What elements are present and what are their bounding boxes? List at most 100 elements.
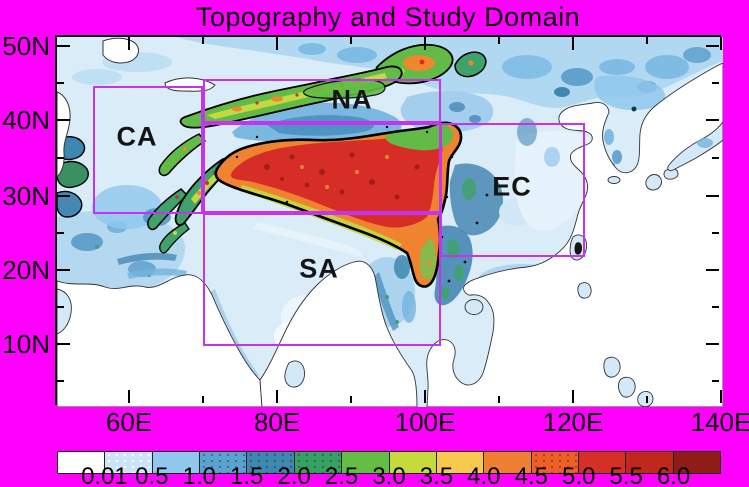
colorbar-label-1.5: 1.5	[230, 463, 264, 487]
y-minor-tick	[57, 380, 64, 382]
colorbar-label-3.5: 3.5	[419, 463, 454, 487]
x-minor-tick	[646, 396, 648, 403]
y-minor-tick	[57, 157, 64, 159]
x-major-tick	[720, 37, 722, 50]
domain-label-sa: SA	[299, 253, 339, 284]
colorbar-segment-14	[673, 452, 721, 473]
taiwan-mountains	[574, 242, 582, 255]
y-major-tick	[706, 195, 719, 197]
x-minor-tick	[646, 37, 648, 44]
oman-coast	[57, 288, 72, 335]
north-terrain	[72, 37, 723, 112]
colorbar-label-4.5: 4.5	[514, 463, 548, 487]
domain-label-na: NA	[331, 84, 373, 115]
sri-lanka	[284, 360, 305, 388]
colorbar-segment-3	[152, 452, 201, 473]
x-axis-label-80E: 80E	[253, 407, 301, 437]
x-minor-tick	[350, 37, 352, 44]
colorbar-label-6.0: 6.0	[656, 463, 691, 487]
pacific-south-china-sea	[426, 62, 723, 407]
x-major-tick	[424, 37, 426, 50]
west-terrain	[57, 136, 190, 293]
jeju	[607, 176, 621, 184]
colorbar-segment-7	[342, 452, 390, 473]
figure-title: Topography and Study Domain	[195, 2, 581, 32]
philippine-island-3	[637, 390, 654, 407]
arabian-sea	[57, 274, 263, 407]
x-major-tick	[276, 37, 278, 50]
colorbar-label-5.0: 5.0	[562, 463, 596, 487]
colorbar-label-3.0: 3.0	[372, 463, 406, 487]
y-minor-tick	[712, 82, 719, 84]
y-minor-tick	[712, 157, 719, 159]
x-axis-label-120E: 120E	[542, 407, 604, 437]
domain-box-sa	[203, 213, 441, 346]
x-major-tick	[276, 390, 278, 403]
domain-label-ec: EC	[492, 171, 532, 202]
colorbar-label-0.5: 0.5	[135, 463, 169, 487]
colorbar-label-2.5: 2.5	[324, 463, 359, 487]
x-axis-label-140E: 140E	[690, 407, 749, 437]
y-axis-label-30N: 30N	[2, 181, 50, 211]
colorbar	[57, 451, 721, 474]
y-major-tick	[57, 119, 70, 121]
x-major-tick	[424, 390, 426, 403]
x-minor-tick	[498, 396, 500, 403]
x-major-tick	[572, 390, 574, 403]
x-major-tick	[128, 37, 130, 50]
philippine-island-2	[618, 376, 636, 398]
y-axis-label-10N: 10N	[2, 329, 50, 359]
colorbar-label-4.0: 4.0	[467, 463, 501, 487]
aral-sea	[102, 37, 139, 64]
y-minor-tick	[712, 232, 719, 234]
x-minor-tick	[202, 396, 204, 403]
colorbar-segment-4	[200, 452, 248, 473]
colorbar-label-5.5: 5.5	[609, 463, 643, 487]
x-major-tick	[128, 390, 130, 403]
colorbar-label-1.0: 1.0	[182, 463, 216, 487]
y-major-tick	[57, 343, 70, 345]
x-minor-tick	[202, 37, 204, 44]
philippine-island-1	[603, 356, 621, 378]
x-major-tick	[720, 390, 722, 403]
x-minor-tick	[350, 396, 352, 403]
kyushu	[645, 174, 662, 191]
y-major-tick	[706, 269, 719, 271]
y-major-tick	[706, 343, 719, 345]
colorbar-segment-8	[389, 452, 437, 473]
domain-box-ec	[440, 123, 585, 257]
y-major-tick	[57, 195, 70, 197]
colorbar-segment-2	[105, 452, 153, 473]
y-minor-tick	[57, 232, 64, 234]
luzon-north	[577, 282, 592, 299]
map-area: CA NA EC SA	[55, 35, 723, 407]
y-axis-label-20N: 20N	[2, 255, 50, 285]
colorbar-label-0.01: 0.01	[81, 463, 128, 487]
colorbar-segment-10	[484, 452, 532, 473]
hengduan-sichuan-terrain	[434, 163, 535, 306]
colorbar-segment-12	[578, 452, 627, 473]
y-axis-label-40N: 40N	[2, 105, 50, 135]
y-minor-tick	[712, 306, 719, 308]
colorbar-segment-5	[247, 452, 295, 473]
x-minor-tick	[498, 37, 500, 44]
domain-box-tp	[203, 123, 441, 213]
colorbar-segment-1	[58, 452, 106, 473]
honshu-mountains	[697, 138, 713, 148]
y-minor-tick	[57, 82, 64, 84]
y-major-tick	[57, 45, 70, 47]
x-axis-label-60E: 60E	[105, 407, 153, 437]
caspian-sea	[57, 91, 71, 178]
y-minor-tick	[57, 306, 64, 308]
topography-map	[57, 37, 723, 407]
hainan	[464, 299, 484, 315]
x-axis-label-100E: 100E	[394, 407, 456, 437]
colorbar-segment-11	[531, 452, 579, 473]
tien-shan-range	[158, 65, 403, 177]
tibetan-plateau	[214, 121, 463, 288]
colorbar-label-2.0: 2.0	[277, 463, 311, 487]
colorbar-segment-6	[294, 452, 343, 473]
y-major-tick	[706, 45, 719, 47]
y-major-tick	[57, 269, 70, 271]
